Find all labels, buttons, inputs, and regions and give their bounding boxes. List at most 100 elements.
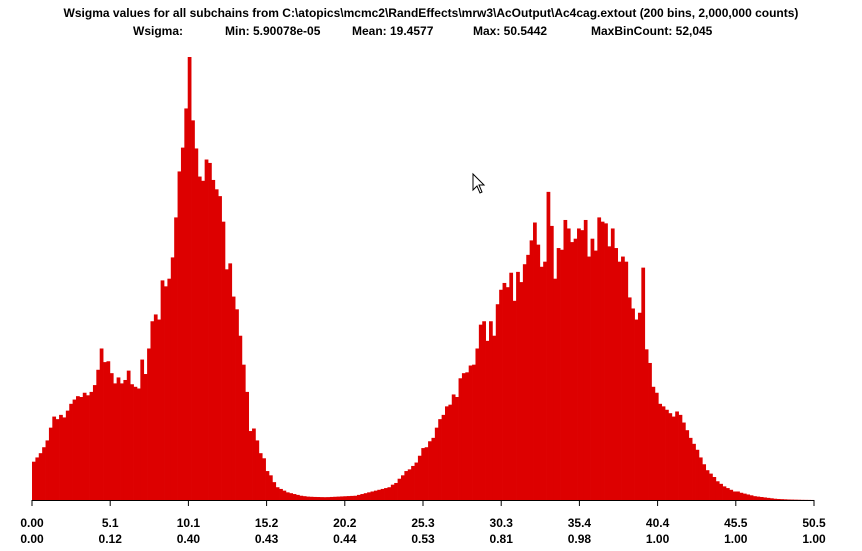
histogram-bar: [769, 498, 774, 500]
histogram-bar: [32, 461, 36, 500]
histogram-bar: [621, 256, 625, 500]
histogram-bar: [627, 297, 632, 500]
histogram-bar: [563, 219, 568, 500]
histogram-bar: [725, 488, 730, 500]
histogram-bar: [116, 377, 121, 500]
histogram-bar: [445, 406, 449, 500]
histogram-bar: [82, 392, 87, 500]
histogram-bar: [651, 386, 656, 500]
histogram-bar: [692, 443, 696, 500]
histogram-bar: [377, 489, 382, 500]
histogram-bar: [448, 404, 453, 500]
histogram-bar: [431, 437, 436, 500]
histogram-bar: [681, 422, 686, 500]
histogram-bar: [289, 493, 294, 500]
x-tick-label: 20.2: [333, 516, 357, 530]
histogram-bar: [292, 494, 297, 500]
histogram-bar: [549, 225, 554, 501]
histogram-bar: [228, 263, 233, 500]
histogram-bar: [133, 386, 138, 500]
histogram-bar: [766, 497, 771, 500]
histogram-bar: [631, 308, 635, 500]
histogram-bar: [475, 348, 480, 500]
histogram-bar: [397, 478, 402, 500]
histogram-bar: [201, 180, 205, 500]
histogram-bar: [468, 365, 473, 500]
histogram-bar: [170, 257, 175, 500]
histogram-bar: [722, 486, 727, 500]
histogram-bar: [218, 196, 222, 500]
histogram-bar: [522, 264, 527, 500]
histogram-bar: [637, 312, 642, 500]
histogram-bar: [214, 189, 219, 500]
histogram-bar: [184, 108, 189, 500]
histogram-bar: [65, 410, 70, 500]
histogram-bar: [329, 496, 334, 500]
histogram-bar: [52, 416, 57, 500]
histogram-bar: [356, 494, 361, 500]
histogram-bar: [610, 228, 615, 500]
histogram-bar: [224, 269, 229, 500]
histogram-bar: [539, 266, 544, 500]
chart-title: Wsigma values for all subchains from C:\…: [63, 6, 799, 20]
cumulative-tick-label: 0.44: [333, 532, 357, 546]
histogram-bar: [421, 448, 426, 500]
histogram-bar: [42, 447, 46, 500]
histogram-bar: [113, 383, 117, 500]
x-tick-label: 0.00: [20, 516, 44, 530]
histogram-bar: [529, 240, 534, 500]
histogram-bar: [221, 221, 226, 500]
histogram-bar: [570, 242, 574, 500]
histogram-bar: [705, 470, 710, 500]
histogram-bar: [546, 191, 551, 500]
histogram-bar: [502, 282, 507, 500]
histogram-bar: [560, 249, 564, 500]
cumulative-tick-label: 0.12: [99, 532, 123, 546]
histogram-bar: [526, 254, 530, 500]
cumulative-tick-label: 1.00: [646, 532, 670, 546]
x-tick-label: 45.5: [724, 516, 748, 530]
histogram-bar: [556, 248, 561, 500]
histogram-bar: [587, 256, 591, 500]
histogram-bar: [370, 491, 375, 500]
histogram-bar: [285, 492, 290, 500]
histogram-bar: [164, 286, 168, 500]
histogram-bar: [512, 300, 517, 500]
x-tick-label: 30.3: [490, 516, 514, 530]
histogram-bar: [736, 491, 740, 500]
histogram-bar: [241, 364, 246, 500]
histogram-bar: [177, 171, 182, 500]
histogram-bar: [648, 362, 652, 500]
x-tick-labels: 0.00 5.1 10.1 15.2 20.2 25.3 30.3 35.4 40.4 45.5 5…: [20, 516, 826, 530]
histogram-bar: [48, 427, 53, 500]
histogram-bar: [262, 458, 266, 500]
histogram-bar: [577, 228, 581, 500]
histogram-bar: [35, 457, 40, 500]
histogram-bar: [607, 246, 612, 500]
histogram-bar: [715, 481, 720, 500]
histogram-bar: [319, 497, 324, 500]
histogram-bar: [126, 370, 131, 500]
histogram-bar: [136, 388, 141, 500]
histogram-bar: [553, 278, 558, 500]
histogram-bar: [187, 57, 192, 500]
histogram-bar: [296, 494, 300, 500]
histogram-bar: [590, 238, 595, 500]
histogram-bar: [661, 406, 666, 500]
histogram-bar: [414, 462, 419, 500]
histogram-bar: [543, 261, 547, 500]
histogram-bar: [299, 495, 304, 500]
stats-maxbin: MaxBinCount: 52,045: [591, 24, 713, 38]
histogram-bar: [231, 296, 236, 500]
histogram-bar: [472, 364, 476, 500]
histogram-bar: [96, 369, 101, 500]
histogram-bar: [150, 321, 155, 500]
histogram-bar: [238, 335, 243, 500]
histogram-bar: [333, 496, 338, 500]
histogram-bar: [407, 469, 412, 500]
histogram-bar: [451, 394, 456, 500]
histogram-bar: [343, 496, 348, 500]
histogram-bar: [739, 492, 744, 500]
